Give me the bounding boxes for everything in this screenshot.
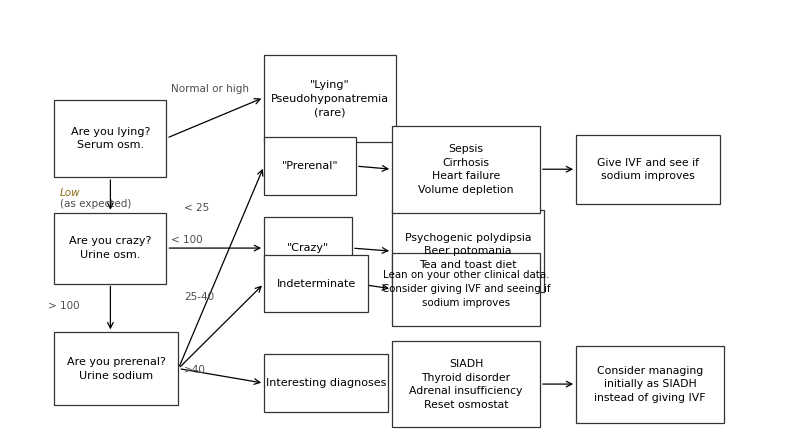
Text: Consider managing
initially as SIADH
instead of giving IVF: Consider managing initially as SIADH ins… [594, 366, 706, 403]
Text: (as expected): (as expected) [60, 199, 131, 209]
FancyBboxPatch shape [264, 137, 356, 195]
Text: Give IVF and see if
sodium improves: Give IVF and see if sodium improves [597, 158, 699, 181]
FancyBboxPatch shape [392, 253, 540, 326]
Text: Indeterminate: Indeterminate [276, 279, 356, 288]
Text: Sepsis
Cirrhosis
Heart failure
Volume depletion: Sepsis Cirrhosis Heart failure Volume de… [418, 144, 514, 195]
Text: Psychogenic polydipsia
Beer potomania
Tea and toast diet: Psychogenic polydipsia Beer potomania Te… [405, 233, 531, 270]
FancyBboxPatch shape [54, 100, 166, 177]
FancyBboxPatch shape [54, 213, 166, 284]
Text: Lean on your other clinical data.
Consider giving IVF and seeing if
sodium impro: Lean on your other clinical data. Consid… [382, 271, 550, 307]
Text: "Lying"
Pseudohyponatremia
(rare): "Lying" Pseudohyponatremia (rare) [271, 80, 389, 117]
Text: "Crazy": "Crazy" [287, 243, 329, 253]
FancyBboxPatch shape [54, 332, 178, 405]
Text: < 100: < 100 [171, 235, 203, 245]
Text: Low: Low [60, 188, 81, 198]
Text: Are you crazy?
Urine osm.: Are you crazy? Urine osm. [70, 236, 151, 260]
Text: Are you prerenal?
Urine sodium: Are you prerenal? Urine sodium [67, 357, 166, 381]
FancyBboxPatch shape [392, 126, 540, 213]
Text: SIADH
Thyroid disorder
Adrenal insufficiency
Reset osmostat: SIADH Thyroid disorder Adrenal insuffici… [410, 359, 522, 410]
Text: "Prerenal": "Prerenal" [282, 161, 338, 171]
Text: Are you lying?
Serum osm.: Are you lying? Serum osm. [70, 127, 150, 150]
FancyBboxPatch shape [264, 354, 388, 412]
FancyBboxPatch shape [392, 341, 540, 427]
FancyBboxPatch shape [576, 346, 724, 423]
Text: 25-40: 25-40 [184, 292, 214, 302]
Text: Interesting diagnoses: Interesting diagnoses [266, 378, 386, 388]
Text: Normal or high: Normal or high [171, 84, 250, 93]
FancyBboxPatch shape [264, 55, 396, 142]
Text: > 100: > 100 [48, 301, 80, 311]
FancyBboxPatch shape [264, 217, 352, 279]
FancyBboxPatch shape [264, 255, 368, 312]
FancyBboxPatch shape [392, 210, 544, 292]
Text: >40: >40 [184, 365, 206, 375]
Text: < 25: < 25 [184, 203, 210, 213]
FancyBboxPatch shape [576, 135, 720, 204]
